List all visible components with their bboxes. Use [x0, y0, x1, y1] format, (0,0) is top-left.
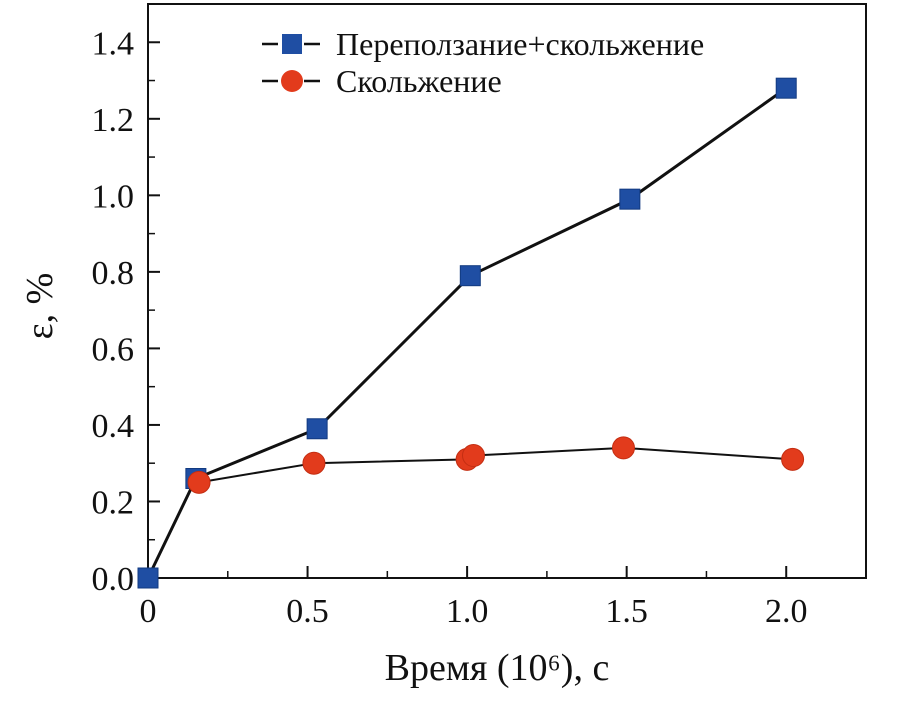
legend-label-1: Переползание+скольжение — [336, 26, 704, 62]
y-tick-label: 0.0 — [92, 561, 135, 598]
x-tick-label: 0 — [140, 593, 157, 630]
y-tick-label: 1.2 — [92, 102, 135, 139]
series-line-2 — [198, 446, 793, 484]
x-tick-label: 1.0 — [446, 593, 489, 630]
square-marker — [306, 418, 328, 440]
series-line-1 — [146, 86, 788, 579]
square-marker — [137, 567, 159, 589]
axes: 0.0 0.2 0.4 0.6 0.8 1.0 1.2 1.4 0 0.5 1.0 1.5 2.0 — [92, 3, 867, 630]
y-tick-label: 0.6 — [92, 331, 135, 368]
legend-square-marker — [282, 34, 302, 54]
y-axis-title: ε, % — [19, 273, 61, 340]
y-tick-label: 1.0 — [92, 178, 135, 215]
plot-frame — [147, 3, 867, 579]
x-tick-label: 2.0 — [765, 593, 808, 630]
y-tick-label: 1.4 — [92, 25, 135, 62]
circle-marker — [187, 470, 211, 494]
circle-marker — [611, 436, 635, 460]
square-marker — [619, 188, 641, 210]
square-marker — [459, 265, 481, 287]
circle-marker — [302, 451, 326, 475]
x-axis-title: Время (10⁶), с — [385, 647, 610, 689]
x-tick-label: 0.5 — [286, 593, 329, 630]
series-lines — [146, 86, 793, 579]
series-markers — [137, 77, 805, 589]
y-tick-label: 0.4 — [92, 408, 135, 445]
y-tick-label: 0.8 — [92, 255, 135, 292]
circle-marker — [461, 444, 485, 468]
x-tick-label: 1.5 — [605, 593, 648, 630]
y-tick-label: 0.2 — [92, 484, 135, 521]
circle-marker — [781, 447, 805, 471]
square-marker — [775, 77, 797, 99]
legend-label-2: Скольжение — [336, 63, 502, 99]
legend-circle-marker — [281, 70, 303, 92]
